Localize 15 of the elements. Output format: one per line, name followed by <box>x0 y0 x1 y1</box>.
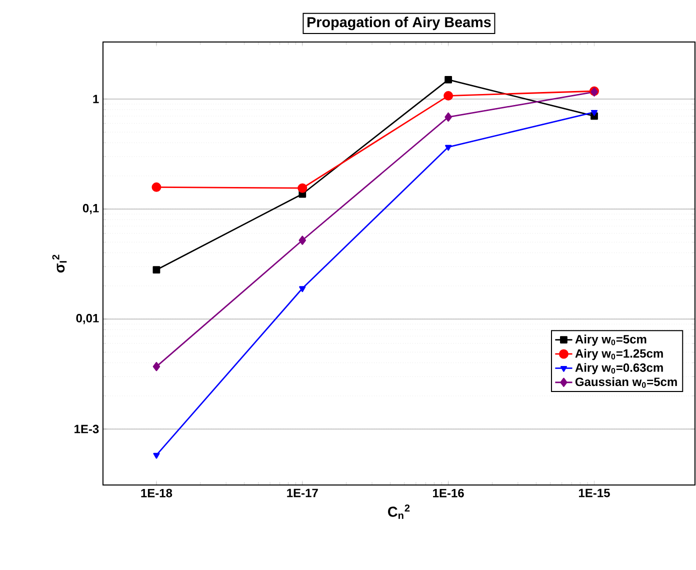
legend-label: Airy w$_{0}$=5cm <box>575 334 646 346</box>
x-axis-title: C$_{n}$2 <box>388 504 410 519</box>
y-axis-title: σ$_{I}$2 <box>52 254 67 273</box>
legend-label: Airy w$_{0}$=1.25cm <box>575 348 663 360</box>
x-tick-label: 1E-15 <box>578 488 610 498</box>
x-tick-label: 1E-17 <box>287 488 318 498</box>
y-tick-label: 0,01 <box>76 314 99 324</box>
legend-label: Gaussian w$_{0}$=5cm <box>575 377 677 388</box>
x-tick-label: 1E-16 <box>433 488 464 498</box>
y-tick-label: 1E-3 <box>74 424 99 434</box>
x-tick-label: 1E-18 <box>141 488 172 498</box>
chart-title: Propagation of Airy Beams <box>308 16 491 30</box>
y-tick-label: 0,1 <box>82 204 99 214</box>
y-tick-label: 1 <box>93 94 99 104</box>
legend-label: Airy w$_{0}$=0.63cm <box>575 363 663 374</box>
